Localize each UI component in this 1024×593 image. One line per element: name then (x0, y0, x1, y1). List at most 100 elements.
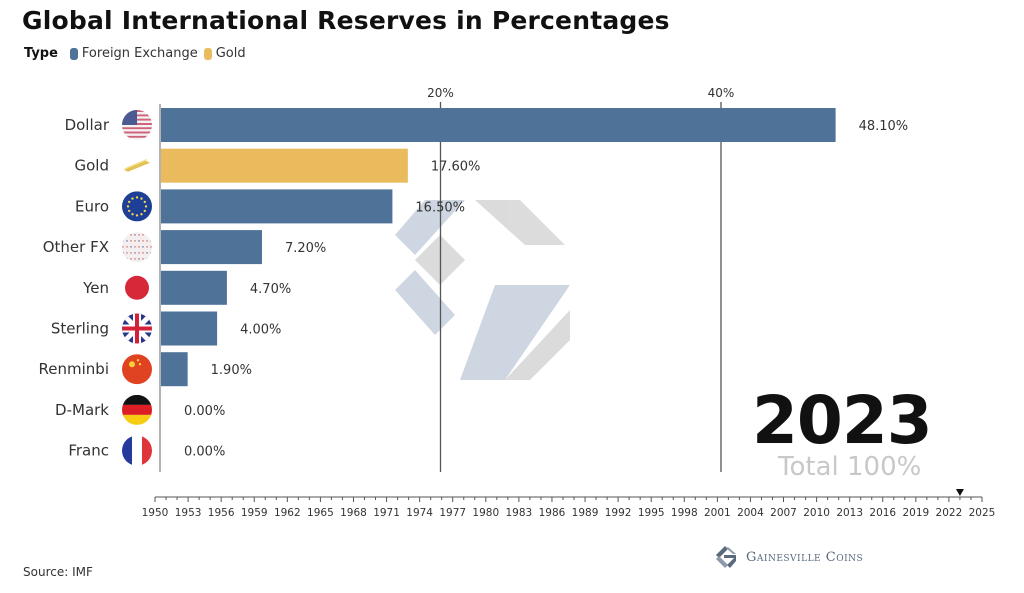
dot (130, 234, 132, 236)
value-label: 4.70% (250, 282, 291, 297)
band (122, 394, 152, 405)
dot (150, 252, 152, 254)
dot (138, 258, 140, 260)
timeline-label: 1971 (373, 507, 400, 519)
world-currencies-icon (122, 232, 152, 263)
dot (122, 240, 124, 242)
bar-sterling (161, 311, 218, 346)
dot (130, 240, 132, 242)
value-label: 7.20% (285, 241, 326, 256)
watermark-shape (460, 285, 570, 380)
dot (126, 234, 128, 236)
category-label: Other FX (43, 238, 109, 256)
eu-star (135, 214, 139, 217)
japan-flag-icon (125, 275, 149, 300)
timeline-label: 1962 (274, 507, 301, 519)
dot (146, 240, 148, 242)
timeline-label: 1986 (539, 507, 566, 519)
timeline-label: 1998 (671, 507, 698, 519)
legend-item-gold: Gold (203, 46, 246, 61)
us-flag-icon-fill (122, 110, 152, 140)
eu-star (128, 200, 131, 204)
dot (122, 252, 124, 254)
current-year-marker (955, 489, 964, 496)
bar-dollar (161, 108, 836, 142)
band (122, 435, 132, 466)
brand-logo: Gainesville Coins (712, 544, 863, 570)
bar-yen (161, 270, 227, 305)
band (122, 404, 152, 415)
eu-star (126, 205, 130, 208)
uk-flag-icon-fill (122, 313, 152, 344)
dot (146, 258, 148, 260)
star (136, 359, 140, 362)
timeline-label: 1989 (572, 507, 599, 519)
france-flag-icon-fill (122, 435, 152, 466)
dot (126, 246, 128, 248)
category-label: Renminbi (39, 360, 109, 378)
value-label: 4.00% (240, 323, 281, 338)
watermark-shape (395, 200, 465, 255)
dot (134, 234, 136, 236)
bar-euro (161, 189, 393, 224)
dot (138, 240, 140, 242)
chart-title: Global International Reserves in Percent… (22, 6, 670, 35)
legend-swatch-gold (203, 47, 212, 60)
legend-label: Gold (215, 46, 246, 61)
star (138, 363, 142, 366)
category-label: Gold (75, 157, 110, 175)
dot (138, 234, 140, 236)
timeline-label: 2010 (803, 507, 830, 519)
dot (130, 246, 132, 248)
stripe (122, 125, 152, 128)
dot (150, 234, 152, 236)
timeline-label: 2019 (902, 507, 929, 519)
timeline-label: 1995 (638, 507, 665, 519)
timeline-label: 1965 (307, 507, 334, 519)
dot (146, 234, 148, 236)
watermark-logo-icon (395, 200, 570, 380)
star (129, 361, 135, 368)
timeline-label: 1950 (142, 507, 169, 519)
band (122, 414, 152, 425)
x-tick-label: 20% (427, 86, 454, 100)
gold-bar-top (124, 158, 147, 170)
cross-v-red (135, 313, 139, 344)
dot (122, 258, 124, 260)
value-label: 17.60% (431, 160, 481, 175)
dot (150, 240, 152, 242)
timeline-label: 1968 (340, 507, 367, 519)
gainesville-logo-icon (716, 546, 736, 568)
dot (134, 258, 136, 260)
dot (134, 240, 136, 242)
timeline-label: 2016 (869, 507, 896, 519)
dot (134, 246, 136, 248)
stripe (122, 127, 152, 130)
timeline-label: 1953 (175, 507, 202, 519)
value-label: 48.10% (859, 119, 909, 134)
category-label: D-Mark (55, 401, 109, 419)
dot (146, 252, 148, 254)
current-year-display: 2023 (752, 382, 933, 459)
legend-type-label: Type (24, 46, 58, 61)
band (132, 435, 142, 466)
eu-star (140, 197, 143, 200)
stripe (122, 131, 152, 134)
dot (142, 246, 144, 248)
timeline-label: 1980 (472, 507, 499, 519)
france-flag-icon (122, 435, 152, 466)
x-tick-label: 40% (708, 86, 735, 100)
dot (122, 246, 124, 248)
dot (130, 252, 132, 254)
china-flag-icon (122, 354, 152, 385)
timeline-label: 1959 (241, 507, 268, 519)
china-flag-icon-fill (122, 354, 152, 385)
timeline-label: 1992 (605, 507, 632, 519)
bar-renminbi (161, 352, 188, 387)
canton (122, 110, 137, 125)
timeline-label: 2001 (704, 507, 731, 519)
category-label: Sterling (51, 320, 109, 338)
dot (130, 258, 132, 260)
value-label: 16.50% (415, 200, 465, 215)
eu-star (135, 196, 139, 199)
